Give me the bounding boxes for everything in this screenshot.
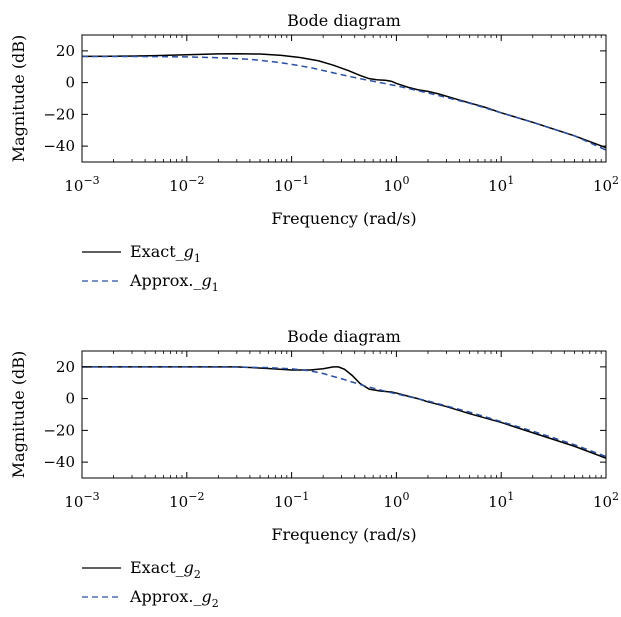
series-line-approx bbox=[82, 55, 606, 151]
x-tick-label: 10−1 bbox=[274, 174, 309, 195]
x-tick-exponent: 1 bbox=[507, 174, 514, 187]
legend-name: Approx._ bbox=[129, 271, 201, 290]
y-tick-label: 20 bbox=[56, 42, 75, 60]
x-tick-exponent: −2 bbox=[188, 174, 204, 187]
plot-frame bbox=[81, 34, 607, 163]
legend-entry: Approx._g1 bbox=[129, 271, 219, 294]
legend-variable: g bbox=[201, 587, 211, 606]
legend-name: Exact_ bbox=[130, 242, 184, 261]
series-line-exact bbox=[82, 52, 606, 149]
x-tick-base: 10 bbox=[274, 493, 293, 511]
x-tick-exponent: 0 bbox=[402, 490, 409, 503]
x-tick-exponent: −1 bbox=[293, 174, 309, 187]
legend-subscript: 2 bbox=[194, 568, 201, 581]
legend-entry: Approx._g2 bbox=[129, 587, 219, 610]
y-tick-label: 0 bbox=[65, 390, 75, 408]
legend-entry: Exact_g2 bbox=[130, 558, 201, 581]
x-tick-exponent: 2 bbox=[612, 174, 619, 187]
legend-name: Approx._ bbox=[129, 587, 201, 606]
x-tick-label: 102 bbox=[593, 174, 619, 195]
legend-subscript: 1 bbox=[212, 281, 219, 294]
x-tick-label: 101 bbox=[488, 490, 514, 511]
x-tick-base: 10 bbox=[169, 493, 188, 511]
x-tick-exponent: 0 bbox=[402, 174, 409, 187]
chart-title: Bode diagram bbox=[287, 327, 401, 346]
x-tick-exponent: −3 bbox=[83, 490, 99, 503]
x-tick-exponent: 2 bbox=[612, 490, 619, 503]
plot-frame bbox=[81, 350, 607, 479]
x-tick-exponent: −1 bbox=[293, 490, 309, 503]
x-tick-exponent: −2 bbox=[188, 490, 204, 503]
x-tick-label: 101 bbox=[488, 174, 514, 195]
legend-entry: Exact_g1 bbox=[130, 242, 201, 265]
x-tick-base: 10 bbox=[488, 177, 507, 195]
legend-variable: g bbox=[184, 558, 194, 577]
x-tick-exponent: −3 bbox=[83, 174, 99, 187]
legend-variable: g bbox=[184, 242, 194, 261]
x-tick-base: 10 bbox=[488, 493, 507, 511]
y-tick-label: −40 bbox=[43, 137, 75, 155]
y-tick-label: −40 bbox=[43, 453, 75, 471]
x-tick-label: 10−1 bbox=[274, 490, 309, 511]
x-tick-base: 10 bbox=[383, 177, 402, 195]
y-axis-label: Magnitude (dB) bbox=[9, 35, 28, 163]
x-tick-base: 10 bbox=[383, 493, 402, 511]
x-tick-exponent: 1 bbox=[507, 490, 514, 503]
x-tick-base: 10 bbox=[169, 177, 188, 195]
x-tick-label: 100 bbox=[383, 490, 409, 511]
legend-subscript: 1 bbox=[194, 252, 201, 265]
y-tick-label: 20 bbox=[56, 358, 75, 376]
series-line-exact bbox=[82, 366, 606, 459]
x-tick-base: 10 bbox=[593, 177, 612, 195]
x-tick-label: 102 bbox=[593, 490, 619, 511]
x-tick-label: 10−2 bbox=[169, 490, 204, 511]
x-tick-base: 10 bbox=[274, 177, 293, 195]
x-tick-base: 10 bbox=[64, 493, 83, 511]
legend-name: Exact_ bbox=[130, 558, 184, 577]
y-tick-label: 0 bbox=[65, 74, 75, 92]
x-tick-base: 10 bbox=[64, 177, 83, 195]
x-axis-label: Frequency (rad/s) bbox=[271, 209, 416, 228]
x-tick-label: 10−2 bbox=[169, 174, 204, 195]
legend-variable: g bbox=[201, 271, 211, 290]
series-line-approx bbox=[82, 366, 606, 458]
chart-title: Bode diagram bbox=[287, 11, 401, 30]
x-tick-label: 10−3 bbox=[64, 490, 99, 511]
legend-subscript: 2 bbox=[212, 597, 219, 610]
x-axis-label: Frequency (rad/s) bbox=[271, 525, 416, 544]
x-tick-base: 10 bbox=[593, 493, 612, 511]
x-tick-label: 100 bbox=[383, 174, 409, 195]
x-tick-label: 10−3 bbox=[64, 174, 99, 195]
y-tick-label: −20 bbox=[43, 421, 75, 439]
y-tick-label: −20 bbox=[43, 105, 75, 123]
y-axis-label: Magnitude (dB) bbox=[9, 351, 28, 479]
